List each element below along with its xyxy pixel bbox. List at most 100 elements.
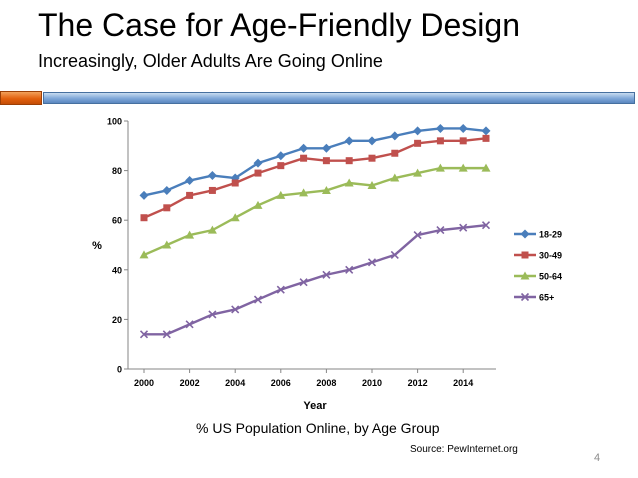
x-tick-label: 2012 (408, 378, 428, 388)
legend-marker-18-29 (520, 229, 530, 239)
data-point-50-64 (458, 163, 468, 172)
data-point-30-49 (300, 154, 308, 162)
data-point-18-29 (367, 136, 377, 146)
data-point-50-64 (435, 163, 445, 172)
data-point-30-49 (163, 204, 171, 212)
data-point-50-64 (207, 225, 217, 234)
data-point-65+ (367, 258, 377, 267)
data-point-30-49 (322, 157, 330, 165)
data-point-65+ (481, 221, 491, 230)
data-point-30-49 (436, 137, 444, 145)
legend-label: 30-49 (539, 251, 562, 261)
y-tick-label: 80 (112, 166, 122, 176)
data-point-30-49 (345, 157, 353, 165)
data-point-18-29 (207, 171, 217, 181)
data-point-50-64 (299, 188, 309, 197)
data-point-30-49 (459, 137, 467, 145)
data-point-50-64 (230, 213, 240, 222)
series-line-18-29 (143, 127, 487, 197)
data-point-30-49 (231, 179, 239, 187)
data-point-30-49 (254, 169, 262, 177)
data-point-65+ (139, 330, 149, 339)
data-point-50-64 (253, 200, 263, 209)
data-point-50-64 (390, 173, 400, 182)
data-point-65+ (253, 295, 263, 304)
data-point-30-49 (208, 186, 216, 194)
data-point-65+ (185, 320, 194, 329)
data-point-18-29 (162, 185, 172, 195)
data-point-18-29 (413, 126, 423, 136)
data-point-65+ (231, 305, 240, 314)
page-number: 4 (594, 452, 601, 464)
y-axis-label: % (92, 240, 102, 252)
data-point-18-29 (344, 136, 354, 146)
y-tick-label: 0 (117, 365, 122, 375)
data-point-30-49 (277, 162, 285, 170)
source-note: Source: PewInternet.org (410, 444, 518, 455)
data-point-30-49 (186, 191, 194, 199)
data-point-65+ (345, 265, 354, 274)
data-point-50-64 (321, 185, 331, 194)
x-tick-label: 2004 (225, 378, 245, 388)
data-point-50-64 (276, 190, 286, 199)
data-point-65+ (162, 330, 171, 339)
legend-label: 65+ (539, 293, 554, 303)
y-tick-label: 60 (112, 216, 122, 226)
data-point-65+ (413, 231, 422, 240)
data-point-65+ (436, 226, 445, 235)
data-point-18-29 (185, 176, 195, 186)
series-line-65+ (144, 223, 487, 336)
slide-subtitle: Increasingly, Older Adults Are Going Onl… (38, 51, 383, 71)
x-axis-label: Year (303, 400, 327, 412)
data-point-30-49 (482, 134, 490, 142)
legend-marker-50-64 (520, 271, 530, 280)
legend-marker-65+ (520, 292, 530, 302)
data-point-50-64 (344, 178, 354, 187)
legend-label: 50-64 (539, 272, 562, 282)
x-tick-label: 2000 (134, 378, 154, 388)
slide-title: The Case for Age-Friendly Design (38, 7, 520, 43)
data-point-18-29 (276, 151, 286, 161)
chart-caption: % US Population Online, by Age Group (196, 420, 440, 436)
data-point-65+ (459, 223, 468, 232)
divider-accent-block (0, 91, 42, 105)
data-point-18-29 (253, 158, 263, 168)
series-line-30-49 (143, 137, 487, 219)
data-point-30-49 (414, 139, 422, 147)
y-tick-label: 100 (107, 117, 122, 127)
title-divider (0, 90, 638, 106)
y-tick-label: 20 (112, 315, 122, 325)
data-point-30-49 (368, 154, 376, 162)
x-tick-label: 2014 (453, 378, 473, 388)
divider-bar (43, 92, 635, 104)
legend-label: 18-29 (539, 230, 562, 240)
data-point-50-64 (139, 250, 149, 259)
data-point-50-64 (481, 163, 491, 172)
data-point-30-49 (140, 214, 148, 222)
data-point-65+ (299, 278, 308, 287)
data-point-65+ (208, 310, 217, 319)
data-point-65+ (322, 270, 331, 279)
data-point-50-64 (413, 168, 423, 177)
data-point-50-64 (185, 230, 195, 239)
data-point-18-29 (435, 123, 445, 133)
data-point-50-64 (367, 180, 377, 189)
data-point-18-29 (390, 131, 400, 141)
series-line-50-64 (143, 166, 486, 257)
data-point-50-64 (162, 240, 172, 249)
data-point-65+ (390, 250, 399, 259)
x-tick-label: 2002 (180, 378, 200, 388)
data-point-18-29 (299, 143, 309, 153)
x-tick-label: 2006 (271, 378, 291, 388)
data-point-18-29 (139, 190, 149, 200)
x-tick-label: 2008 (316, 378, 336, 388)
data-point-18-29 (458, 123, 468, 133)
x-tick-label: 2010 (362, 378, 382, 388)
data-point-65+ (276, 285, 285, 294)
data-point-18-29 (321, 143, 331, 153)
data-point-30-49 (391, 149, 399, 157)
y-tick-label: 40 (112, 265, 122, 275)
legend-marker-30-49 (521, 251, 529, 259)
data-point-18-29 (481, 126, 491, 136)
